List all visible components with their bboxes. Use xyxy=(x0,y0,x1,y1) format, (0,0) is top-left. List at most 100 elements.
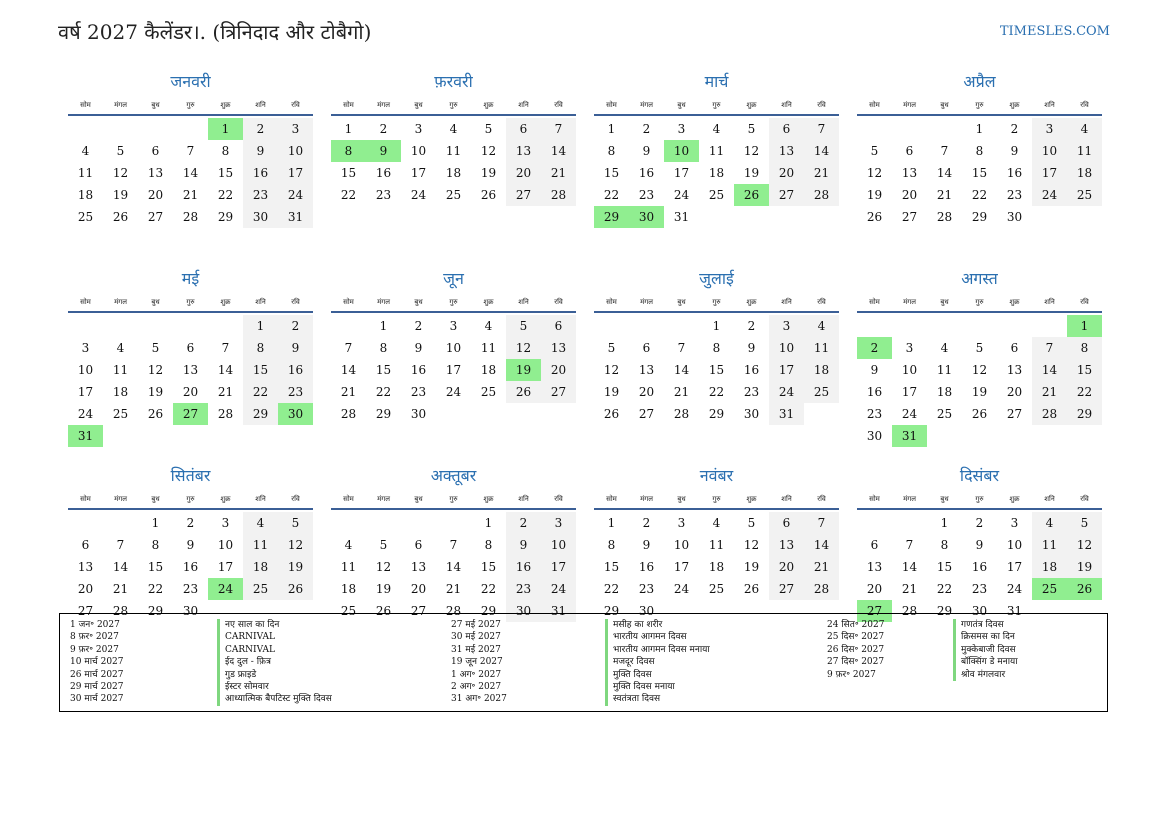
day-cell[interactable]: 13 xyxy=(182,363,199,377)
day-cell[interactable]: 6 xyxy=(186,341,195,355)
day-cell[interactable]: 14 xyxy=(1032,359,1067,381)
day-cell[interactable]: 1 xyxy=(484,516,493,530)
day-cell[interactable]: 11 xyxy=(480,341,497,355)
day-cell[interactable]: 24 xyxy=(541,578,576,600)
day-cell[interactable]: 11 xyxy=(708,144,725,158)
day-cell[interactable]: 25 xyxy=(480,385,497,399)
day-cell[interactable]: 16 xyxy=(971,560,988,574)
day-cell[interactable]: 5 xyxy=(116,144,125,158)
day-cell-holiday[interactable]: 30 xyxy=(629,206,664,228)
day-cell[interactable]: 7 xyxy=(186,144,195,158)
day-cell[interactable]: 17 xyxy=(77,385,94,399)
day-cell[interactable]: 19 xyxy=(971,385,988,399)
day-cell[interactable]: 15 xyxy=(217,166,234,180)
day-cell[interactable]: 28 xyxy=(901,604,918,618)
day-cell[interactable]: 30 xyxy=(743,407,760,421)
day-cell[interactable]: 19 xyxy=(1067,556,1102,578)
day-cell[interactable]: 6 xyxy=(506,118,541,140)
day-cell[interactable]: 29 xyxy=(708,407,725,421)
day-cell[interactable]: 25 xyxy=(936,407,953,421)
day-cell[interactable]: 13 xyxy=(77,560,94,574)
day-cell[interactable]: 21 xyxy=(541,162,576,184)
day-cell[interactable]: 3 xyxy=(1032,118,1067,140)
day-cell[interactable]: 7 xyxy=(804,118,839,140)
day-cell[interactable]: 7 xyxy=(449,538,458,552)
day-cell[interactable]: 16 xyxy=(743,363,760,377)
day-cell[interactable]: 15 xyxy=(147,560,164,574)
day-cell[interactable]: 25 xyxy=(708,188,725,202)
day-cell[interactable]: 16 xyxy=(278,359,313,381)
day-cell[interactable]: 28 xyxy=(217,407,234,421)
day-cell[interactable]: 28 xyxy=(804,578,839,600)
day-cell[interactable]: 20 xyxy=(77,582,94,596)
day-cell[interactable]: 20 xyxy=(182,385,199,399)
day-cell[interactable]: 7 xyxy=(1032,337,1067,359)
day-cell[interactable]: 2 xyxy=(379,122,388,136)
day-cell[interactable]: 18 xyxy=(936,385,953,399)
day-cell[interactable]: 7 xyxy=(804,512,839,534)
day-cell[interactable]: 20 xyxy=(901,188,918,202)
day-cell[interactable]: 8 xyxy=(221,144,230,158)
day-cell[interactable]: 13 xyxy=(541,337,576,359)
day-cell[interactable]: 12 xyxy=(743,538,760,552)
day-cell[interactable]: 24 xyxy=(901,407,918,421)
day-cell[interactable]: 9 xyxy=(278,337,313,359)
day-cell[interactable]: 11 xyxy=(112,363,129,377)
day-cell-holiday[interactable]: 19 xyxy=(506,359,541,381)
day-cell[interactable]: 19 xyxy=(480,166,497,180)
day-cell[interactable]: 14 xyxy=(804,140,839,162)
day-cell[interactable]: 21 xyxy=(936,188,953,202)
day-cell[interactable]: 9 xyxy=(870,363,879,377)
day-cell[interactable]: 20 xyxy=(506,162,541,184)
day-cell[interactable]: 16 xyxy=(182,560,199,574)
day-cell[interactable]: 24 xyxy=(769,381,804,403)
day-cell[interactable]: 19 xyxy=(375,582,392,596)
day-cell[interactable]: 12 xyxy=(147,363,164,377)
day-cell[interactable]: 14 xyxy=(217,363,234,377)
day-cell[interactable]: 13 xyxy=(769,534,804,556)
day-cell[interactable]: 16 xyxy=(410,363,427,377)
day-cell[interactable]: 10 xyxy=(77,363,94,377)
day-cell[interactable]: 3 xyxy=(81,341,90,355)
day-cell[interactable]: 15 xyxy=(603,560,620,574)
day-cell[interactable]: 3 xyxy=(905,341,914,355)
day-cell[interactable]: 10 xyxy=(901,363,918,377)
day-cell[interactable]: 12 xyxy=(506,337,541,359)
day-cell[interactable]: 11 xyxy=(708,538,725,552)
day-cell[interactable]: 18 xyxy=(804,359,839,381)
day-cell[interactable]: 5 xyxy=(870,144,879,158)
day-cell[interactable]: 18 xyxy=(480,363,497,377)
day-cell[interactable]: 16 xyxy=(638,166,655,180)
day-cell[interactable]: 12 xyxy=(603,363,620,377)
day-cell[interactable]: 3 xyxy=(449,319,458,333)
day-cell[interactable]: 27 xyxy=(147,210,164,224)
day-cell[interactable]: 18 xyxy=(112,385,129,399)
day-cell[interactable]: 13 xyxy=(638,363,655,377)
day-cell[interactable]: 8 xyxy=(607,538,616,552)
day-cell[interactable]: 4 xyxy=(940,341,949,355)
day-cell[interactable]: 25 xyxy=(708,582,725,596)
day-cell[interactable]: 25 xyxy=(340,604,357,618)
day-cell[interactable]: 7 xyxy=(905,538,914,552)
day-cell[interactable]: 10 xyxy=(673,538,690,552)
day-cell[interactable]: 31 xyxy=(278,206,313,228)
day-cell[interactable]: 9 xyxy=(642,538,651,552)
day-cell[interactable]: 10 xyxy=(278,140,313,162)
day-cell[interactable]: 22 xyxy=(480,582,497,596)
day-cell[interactable]: 27 xyxy=(1006,407,1023,421)
day-cell[interactable]: 15 xyxy=(480,560,497,574)
day-cell[interactable]: 23 xyxy=(1006,188,1023,202)
day-cell[interactable]: 31 xyxy=(769,403,804,425)
day-cell[interactable]: 24 xyxy=(410,188,427,202)
day-cell[interactable]: 11 xyxy=(804,337,839,359)
day-cell[interactable]: 23 xyxy=(638,582,655,596)
day-cell[interactable]: 14 xyxy=(804,534,839,556)
day-cell[interactable]: 16 xyxy=(506,556,541,578)
day-cell[interactable]: 25 xyxy=(77,210,94,224)
day-cell[interactable]: 15 xyxy=(375,363,392,377)
day-cell[interactable]: 30 xyxy=(506,600,541,622)
day-cell[interactable]: 25 xyxy=(243,578,278,600)
day-cell[interactable]: 30 xyxy=(243,206,278,228)
day-cell[interactable]: 6 xyxy=(151,144,160,158)
day-cell[interactable]: 14 xyxy=(673,363,690,377)
